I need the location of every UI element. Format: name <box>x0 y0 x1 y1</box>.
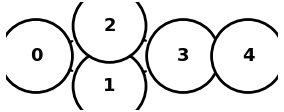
Text: 0: 0 <box>30 47 42 65</box>
Ellipse shape <box>147 19 220 93</box>
Ellipse shape <box>73 0 146 62</box>
Text: 4: 4 <box>242 47 254 65</box>
Text: 1: 1 <box>103 77 116 95</box>
Text: 2: 2 <box>103 17 116 35</box>
Ellipse shape <box>212 19 284 93</box>
Ellipse shape <box>0 19 72 93</box>
Text: 3: 3 <box>177 47 189 65</box>
Ellipse shape <box>73 50 146 112</box>
